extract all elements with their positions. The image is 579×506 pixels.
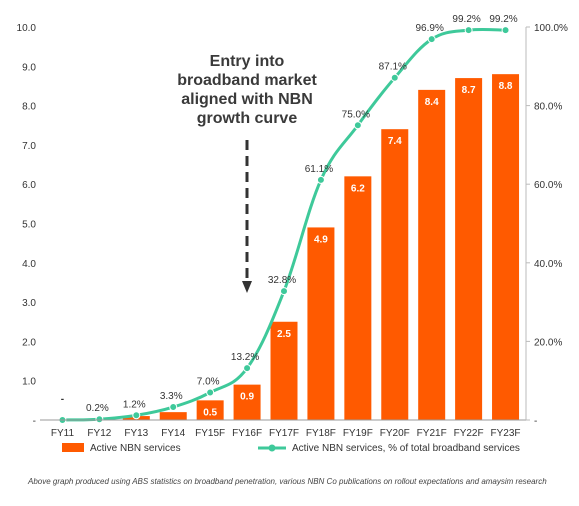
legend-line-label: Active NBN services, % of total broadban… bbox=[292, 443, 520, 454]
annotation-arrow-head bbox=[242, 281, 252, 293]
y-left-tick-label: 6.0 bbox=[22, 180, 36, 191]
annotation: Entry into broadband market aligned with N… bbox=[177, 53, 317, 293]
x-tick-label: FY13 bbox=[124, 428, 148, 439]
y-left-tick-label: 4.0 bbox=[22, 259, 36, 270]
bar bbox=[344, 176, 372, 420]
percent-line-label: 61.1% bbox=[305, 164, 333, 175]
x-tick-label: FY23F bbox=[491, 428, 521, 439]
percent-line-point bbox=[169, 403, 178, 412]
y-left-tick-label: 2.0 bbox=[22, 337, 36, 348]
bar-value-label: 0.5 bbox=[203, 407, 217, 418]
percent-line: 0.2% 1.2% 3.3% 7.0% 13.2% 32.8% 61.1% 75.0% 87.1… bbox=[58, 14, 518, 424]
percent-line-point bbox=[390, 73, 399, 82]
bar-value-label: 8.8 bbox=[499, 81, 513, 92]
percent-line-point bbox=[280, 287, 288, 296]
y-right-tick-label: 40.0% bbox=[534, 259, 562, 270]
x-tick-label: FY12 bbox=[87, 428, 111, 439]
percent-line-label: 0.2% bbox=[86, 403, 109, 414]
legend-bar-swatch bbox=[62, 443, 84, 452]
percent-line-point bbox=[353, 121, 362, 130]
x-tick-label: FY17F bbox=[269, 428, 299, 439]
percent-line-label: 1.2% bbox=[123, 399, 146, 410]
bar-value-label: 2.5 bbox=[277, 329, 291, 340]
x-tick-label: FY21F bbox=[417, 428, 447, 439]
bar-value-label: 6.2 bbox=[351, 183, 365, 194]
x-tick-label: FY18F bbox=[306, 428, 336, 439]
bar bbox=[307, 227, 335, 420]
legend-line-marker bbox=[268, 444, 276, 452]
y-right-tick-label: - bbox=[534, 416, 537, 427]
y-left-tick-label: 7.0 bbox=[22, 141, 36, 152]
percent-line-label: 99.2% bbox=[489, 14, 517, 25]
bar-value-label: 7.4 bbox=[388, 136, 402, 147]
bar-value-label: 4.9 bbox=[314, 234, 328, 245]
y-left-tick-label: 8.0 bbox=[22, 102, 36, 113]
annotation-text: aligned with NBN bbox=[181, 91, 313, 108]
legend: Active NBN services Active NBN services, … bbox=[62, 443, 520, 454]
y-right-tick-label: 20.0% bbox=[534, 337, 562, 348]
bar bbox=[492, 74, 520, 420]
bar bbox=[159, 412, 187, 420]
percent-line-point bbox=[243, 364, 252, 373]
percent-line-point bbox=[206, 388, 215, 397]
x-tick-label: FY14 bbox=[161, 428, 185, 439]
percent-line-label: 32.8% bbox=[268, 275, 296, 286]
bar-value-label: 8.4 bbox=[425, 97, 439, 108]
bar bbox=[270, 321, 298, 420]
y-left-tick-label: 1.0 bbox=[22, 377, 36, 388]
bar bbox=[196, 400, 224, 420]
annotation-text: Entry into bbox=[210, 53, 285, 70]
percent-line-label: 87.1% bbox=[379, 62, 407, 73]
percent-line-point bbox=[95, 415, 104, 424]
y-left-tick-label: 9.0 bbox=[22, 62, 36, 73]
percent-line-label: 99.2% bbox=[452, 14, 480, 25]
percent-line-label: 13.2% bbox=[231, 352, 259, 363]
bar bbox=[381, 129, 409, 420]
annotation-text: growth curve bbox=[197, 110, 298, 127]
x-tick-label: FY20F bbox=[380, 428, 410, 439]
y-left-tick-label: 3.0 bbox=[22, 298, 36, 309]
bar bbox=[233, 384, 261, 420]
x-tick-label: FY11 bbox=[51, 428, 75, 439]
source-note: Above graph produced using ABS statistic… bbox=[28, 477, 547, 486]
percent-line-label: 96.9% bbox=[416, 23, 444, 34]
legend-bar-label: Active NBN services bbox=[90, 443, 181, 454]
x-tick-label: FY22F bbox=[454, 428, 484, 439]
y-left-tick-label: 5.0 bbox=[22, 220, 36, 231]
bar-value-label: 8.7 bbox=[462, 85, 476, 96]
percent-line-point bbox=[427, 35, 436, 44]
annotation-text: broadband market bbox=[177, 72, 317, 89]
percent-line-label: 3.3% bbox=[160, 391, 183, 402]
x-tick-label: FY19F bbox=[343, 428, 373, 439]
percent-line-point bbox=[316, 175, 325, 184]
percent-line-label: 7.0% bbox=[197, 376, 220, 387]
bar bbox=[418, 89, 446, 420]
bar-value-label: - bbox=[61, 394, 64, 405]
axes: - 1.0 2.0 3.0 4.0 5.0 6.0 7.0 8.0 9.0 10.0 - 20.0% 40… bbox=[17, 23, 568, 439]
percent-line-point bbox=[501, 26, 510, 35]
y-right-tick-label: 100.0% bbox=[534, 23, 568, 34]
bar-value-label: 0.9 bbox=[240, 392, 254, 403]
percent-line-label: 75.0% bbox=[342, 109, 370, 120]
y-left-tick-label: - bbox=[33, 416, 36, 427]
y-left-tick-label: 10.0 bbox=[17, 23, 37, 34]
bar bbox=[455, 78, 483, 420]
y-right-tick-label: 60.0% bbox=[534, 180, 562, 191]
percent-line-point bbox=[464, 26, 473, 35]
x-tick-label: FY16F bbox=[232, 428, 262, 439]
y-right-tick-label: 80.0% bbox=[534, 102, 562, 113]
percent-line-point bbox=[132, 411, 141, 420]
x-tick-label: FY15F bbox=[195, 428, 225, 439]
bars: - 0.5 0.9 2.5 4.9 6.2 7.4 8.4 8.7 8.8 bbox=[61, 74, 520, 420]
